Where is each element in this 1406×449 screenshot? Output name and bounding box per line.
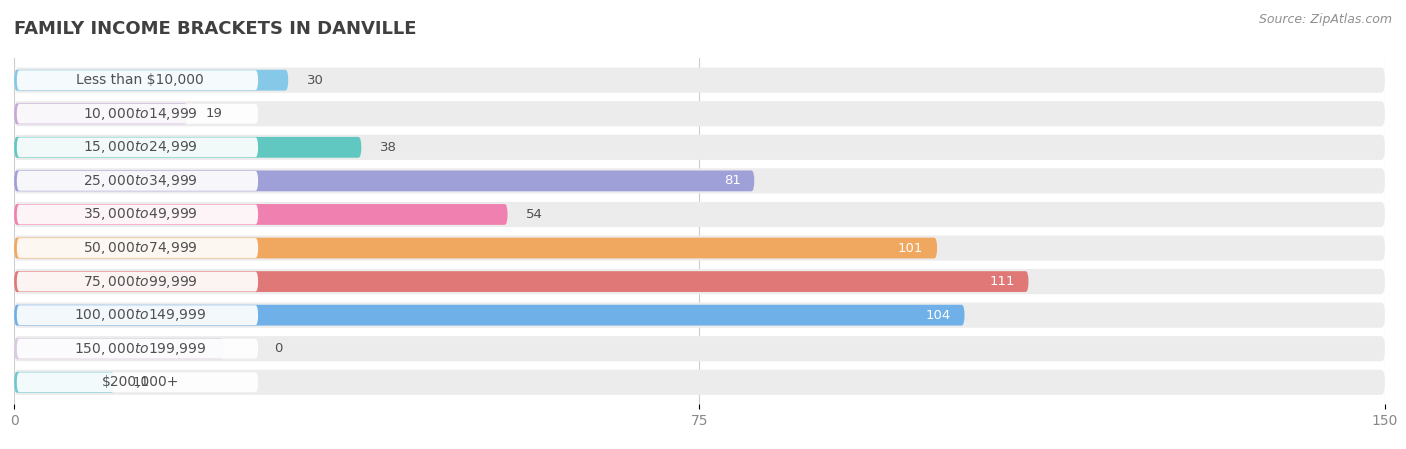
FancyBboxPatch shape bbox=[14, 103, 188, 124]
Text: 19: 19 bbox=[207, 107, 224, 120]
Text: Less than $10,000: Less than $10,000 bbox=[76, 73, 204, 87]
FancyBboxPatch shape bbox=[17, 305, 259, 325]
FancyBboxPatch shape bbox=[14, 171, 755, 191]
Text: $100,000 to $149,999: $100,000 to $149,999 bbox=[75, 307, 207, 323]
Text: 38: 38 bbox=[380, 141, 396, 154]
FancyBboxPatch shape bbox=[14, 370, 1385, 395]
Text: 81: 81 bbox=[724, 174, 741, 187]
FancyBboxPatch shape bbox=[14, 204, 508, 225]
FancyBboxPatch shape bbox=[17, 205, 259, 224]
Text: $200,000+: $200,000+ bbox=[101, 375, 179, 389]
Text: $75,000 to $99,999: $75,000 to $99,999 bbox=[83, 273, 198, 290]
Text: $25,000 to $34,999: $25,000 to $34,999 bbox=[83, 173, 198, 189]
FancyBboxPatch shape bbox=[14, 68, 1385, 93]
FancyBboxPatch shape bbox=[14, 101, 1385, 126]
Text: 0: 0 bbox=[274, 342, 283, 355]
Text: $50,000 to $74,999: $50,000 to $74,999 bbox=[83, 240, 198, 256]
FancyBboxPatch shape bbox=[17, 171, 259, 191]
FancyBboxPatch shape bbox=[14, 336, 1385, 361]
Text: 111: 111 bbox=[990, 275, 1015, 288]
Text: 11: 11 bbox=[134, 376, 150, 389]
FancyBboxPatch shape bbox=[17, 70, 259, 90]
Text: $10,000 to $14,999: $10,000 to $14,999 bbox=[83, 106, 198, 122]
FancyBboxPatch shape bbox=[14, 168, 1385, 194]
FancyBboxPatch shape bbox=[14, 338, 224, 359]
Text: 54: 54 bbox=[526, 208, 543, 221]
Text: Source: ZipAtlas.com: Source: ZipAtlas.com bbox=[1258, 13, 1392, 26]
FancyBboxPatch shape bbox=[17, 339, 259, 359]
FancyBboxPatch shape bbox=[17, 238, 259, 258]
Text: $150,000 to $199,999: $150,000 to $199,999 bbox=[75, 341, 207, 357]
Text: $35,000 to $49,999: $35,000 to $49,999 bbox=[83, 207, 198, 222]
FancyBboxPatch shape bbox=[14, 137, 361, 158]
FancyBboxPatch shape bbox=[14, 372, 115, 393]
FancyBboxPatch shape bbox=[17, 137, 259, 157]
FancyBboxPatch shape bbox=[14, 235, 1385, 260]
Text: 104: 104 bbox=[925, 308, 950, 321]
FancyBboxPatch shape bbox=[17, 104, 259, 123]
Text: $15,000 to $24,999: $15,000 to $24,999 bbox=[83, 139, 198, 155]
Text: FAMILY INCOME BRACKETS IN DANVILLE: FAMILY INCOME BRACKETS IN DANVILLE bbox=[14, 20, 416, 38]
FancyBboxPatch shape bbox=[14, 271, 1029, 292]
FancyBboxPatch shape bbox=[14, 305, 965, 326]
Text: 30: 30 bbox=[307, 74, 323, 87]
FancyBboxPatch shape bbox=[14, 238, 938, 259]
FancyBboxPatch shape bbox=[14, 202, 1385, 227]
FancyBboxPatch shape bbox=[17, 272, 259, 291]
FancyBboxPatch shape bbox=[14, 269, 1385, 294]
FancyBboxPatch shape bbox=[14, 303, 1385, 328]
Text: 101: 101 bbox=[898, 242, 924, 255]
FancyBboxPatch shape bbox=[14, 70, 288, 91]
FancyBboxPatch shape bbox=[14, 135, 1385, 160]
FancyBboxPatch shape bbox=[17, 372, 259, 392]
